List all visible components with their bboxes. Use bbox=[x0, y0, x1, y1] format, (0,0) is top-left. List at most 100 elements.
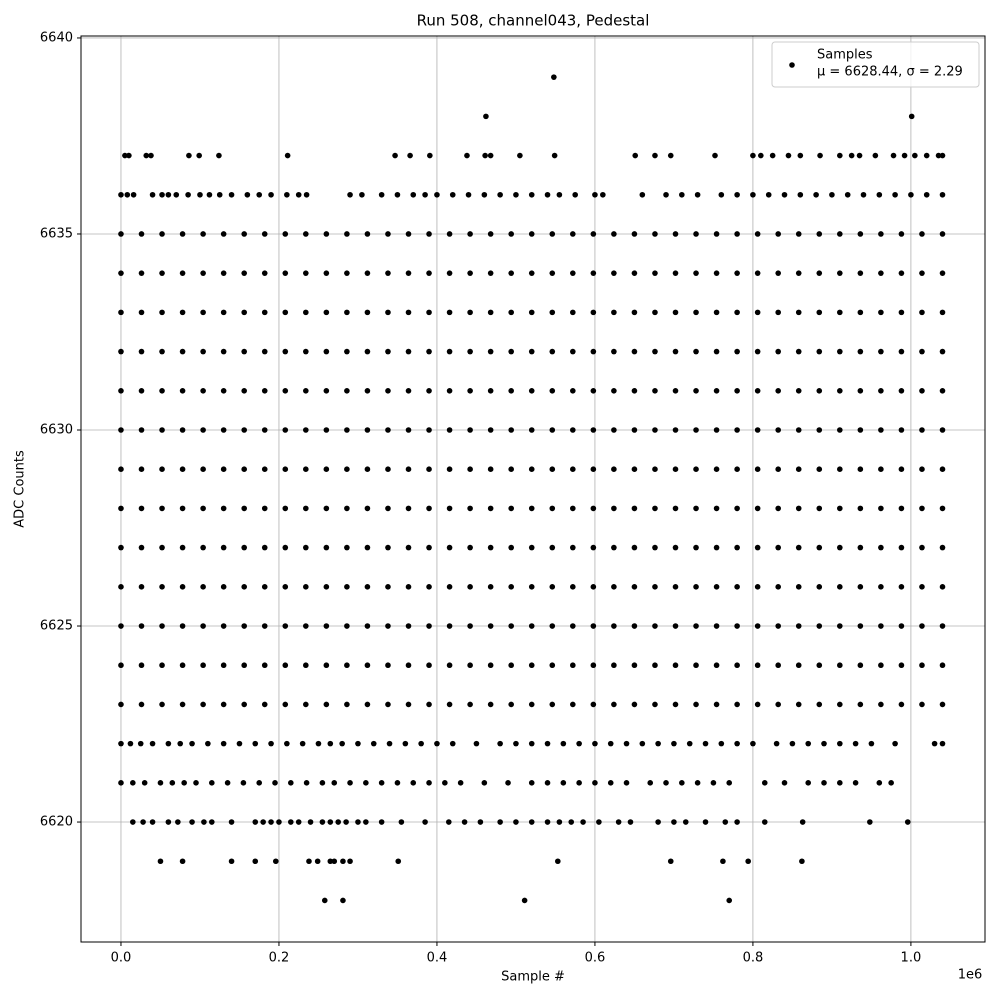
point bbox=[179, 387, 186, 394]
y-tick-label: 6630 bbox=[40, 422, 73, 437]
point bbox=[761, 780, 768, 786]
point bbox=[228, 191, 235, 198]
point bbox=[761, 819, 768, 825]
x-tick-label: 0.4 bbox=[427, 951, 448, 966]
point bbox=[323, 348, 330, 355]
point bbox=[672, 348, 679, 355]
point bbox=[159, 348, 165, 355]
point bbox=[299, 740, 306, 747]
point bbox=[631, 701, 638, 708]
point bbox=[323, 387, 330, 394]
point bbox=[528, 270, 535, 276]
point bbox=[672, 466, 679, 473]
point bbox=[528, 623, 535, 629]
point bbox=[652, 544, 658, 551]
y-tick-label: 6635 bbox=[40, 226, 73, 241]
point bbox=[179, 348, 186, 355]
point bbox=[852, 740, 859, 747]
point bbox=[344, 309, 350, 316]
point bbox=[465, 191, 472, 198]
point bbox=[364, 387, 371, 394]
point bbox=[282, 466, 289, 473]
point bbox=[209, 819, 215, 825]
point bbox=[652, 387, 658, 394]
point bbox=[775, 662, 781, 669]
point bbox=[201, 819, 207, 825]
point bbox=[652, 584, 658, 590]
point bbox=[137, 740, 144, 747]
point bbox=[130, 191, 137, 198]
point bbox=[939, 662, 946, 669]
point bbox=[159, 191, 165, 198]
point bbox=[149, 819, 156, 825]
point bbox=[722, 819, 729, 825]
point bbox=[261, 505, 268, 512]
point bbox=[713, 387, 720, 394]
point bbox=[652, 662, 658, 669]
point bbox=[821, 740, 827, 747]
point bbox=[252, 740, 259, 747]
point bbox=[268, 819, 274, 825]
point bbox=[177, 740, 184, 747]
point bbox=[702, 819, 709, 825]
point bbox=[528, 505, 535, 512]
point bbox=[284, 152, 291, 159]
point bbox=[220, 584, 227, 590]
point bbox=[570, 662, 576, 669]
point bbox=[939, 270, 946, 276]
point bbox=[138, 427, 145, 433]
point bbox=[611, 662, 617, 669]
point bbox=[775, 270, 781, 276]
point bbox=[288, 780, 294, 786]
point bbox=[446, 701, 453, 708]
point bbox=[898, 701, 905, 708]
point bbox=[775, 387, 781, 394]
point bbox=[631, 505, 638, 512]
point bbox=[344, 387, 350, 394]
point bbox=[570, 623, 576, 629]
point bbox=[878, 505, 884, 512]
point bbox=[590, 466, 597, 473]
point bbox=[118, 544, 124, 551]
point bbox=[126, 152, 132, 159]
point bbox=[385, 348, 391, 355]
legend-stats: μ = 6628.44, σ = 2.29 bbox=[817, 65, 963, 80]
point bbox=[639, 191, 646, 198]
point bbox=[878, 466, 884, 473]
point bbox=[580, 819, 586, 825]
point bbox=[590, 270, 597, 276]
point bbox=[405, 623, 412, 629]
point bbox=[378, 819, 385, 825]
point bbox=[497, 819, 503, 825]
point bbox=[775, 544, 781, 551]
point bbox=[816, 309, 823, 316]
point bbox=[857, 309, 864, 316]
point bbox=[837, 584, 843, 590]
point bbox=[631, 387, 638, 394]
point bbox=[252, 858, 259, 865]
point bbox=[118, 191, 124, 198]
point bbox=[200, 466, 206, 473]
point bbox=[282, 505, 289, 512]
point bbox=[487, 427, 494, 433]
point bbox=[385, 466, 391, 473]
point bbox=[570, 348, 576, 355]
point bbox=[261, 231, 268, 237]
point bbox=[446, 662, 453, 669]
point bbox=[837, 623, 843, 629]
point bbox=[672, 270, 679, 276]
point bbox=[837, 780, 843, 786]
point bbox=[339, 740, 345, 747]
point bbox=[508, 505, 514, 512]
point bbox=[467, 348, 473, 355]
point bbox=[284, 740, 290, 747]
point bbox=[130, 819, 136, 825]
point bbox=[611, 309, 617, 316]
point bbox=[364, 701, 371, 708]
point bbox=[590, 662, 597, 669]
point bbox=[138, 231, 145, 237]
point bbox=[528, 819, 535, 825]
point bbox=[261, 427, 268, 433]
point bbox=[878, 701, 884, 708]
point bbox=[816, 544, 823, 551]
